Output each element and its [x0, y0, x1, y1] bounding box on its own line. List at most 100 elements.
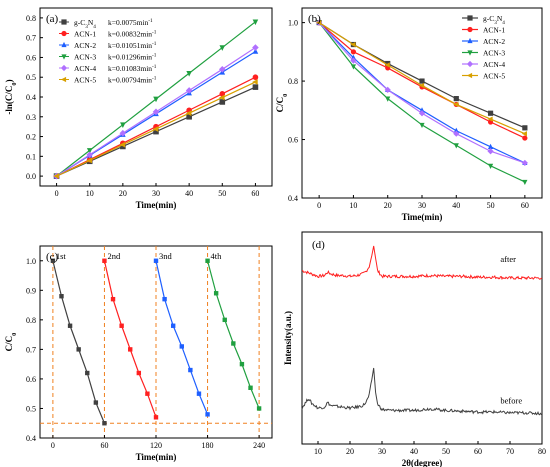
- y-tick-label: 0.1: [26, 152, 36, 161]
- data-point: [76, 347, 81, 352]
- y-tick-label: 0.8: [26, 14, 36, 23]
- legend-marker: [467, 15, 473, 21]
- y-axis-label: C/C0: [275, 94, 289, 113]
- x-tick-label: 40: [452, 201, 460, 210]
- data-point: [102, 258, 107, 263]
- data-point: [185, 87, 193, 94]
- data-point: [522, 125, 528, 131]
- data-point: [384, 86, 391, 93]
- y-axis-label: C/C0: [4, 333, 18, 352]
- data-point: [170, 323, 176, 328]
- x-tick-label: 60: [251, 189, 259, 198]
- pattern-label: before: [500, 396, 522, 406]
- data-point: [152, 126, 159, 132]
- data-point: [102, 421, 107, 426]
- data-point: [521, 131, 527, 137]
- cycle-line: [52, 260, 105, 424]
- legend-k-value: k=0.01083min-1: [108, 64, 157, 73]
- legend-marker: [466, 72, 473, 79]
- cycle-label: 2nd: [107, 251, 121, 261]
- legend-k-value: k=0.00794min-1: [108, 76, 157, 85]
- data-point: [350, 41, 356, 48]
- data-point: [85, 370, 90, 376]
- legend-k-value: k=0.01296min-1: [108, 53, 157, 62]
- data-point: [418, 110, 426, 117]
- legend-entry: ACN-1: [483, 26, 505, 35]
- x-tick-label: 0: [55, 189, 59, 198]
- y-tick-label: 0.7: [26, 34, 36, 43]
- data-point: [213, 291, 219, 296]
- data-point: [487, 110, 494, 116]
- cycle-label: 1st: [56, 251, 67, 261]
- y-tick-label: 0.4: [26, 434, 36, 443]
- data-point: [521, 159, 528, 167]
- data-point: [231, 341, 236, 346]
- panel-label: (d): [312, 239, 325, 251]
- data-point: [188, 367, 193, 373]
- data-point: [385, 96, 391, 102]
- x-axis-label: Time(min): [136, 200, 177, 210]
- data-point: [86, 157, 93, 164]
- y-tick-label: 0.9: [26, 286, 36, 295]
- x-axis-label: Time(min): [136, 452, 177, 462]
- legend-entry: ACN-5: [483, 72, 505, 81]
- x-tick-label: 20: [119, 189, 127, 198]
- data-point: [219, 99, 226, 105]
- x-tick-label: 120: [150, 441, 162, 450]
- cycle-3nd: 3nd: [153, 251, 210, 417]
- y-tick-label: 0.5: [26, 404, 36, 413]
- cycle-1st: 1st: [50, 251, 107, 426]
- series-ACN-4: [316, 19, 528, 167]
- y-axis-label: Intensity(a.u.): [283, 311, 293, 365]
- x-axis-label: 2θ(degree): [402, 458, 443, 467]
- x-tick-label: 40: [410, 447, 418, 456]
- data-point: [93, 400, 99, 405]
- y-tick-label: 0.3: [26, 113, 36, 122]
- data-point: [153, 415, 159, 420]
- series-ACN-3: [53, 19, 259, 180]
- x-tick-label: 20: [346, 447, 354, 456]
- x-tick-label: 50: [442, 447, 450, 456]
- legend-marker: [61, 54, 67, 60]
- legend-entry: g-C3N4: [74, 18, 96, 30]
- data-point: [453, 101, 459, 108]
- data-point: [86, 151, 94, 159]
- legend-entry: ACN-3: [483, 49, 505, 58]
- data-point: [50, 258, 56, 263]
- y-tick-label: 0.2: [26, 133, 36, 142]
- y-tick-label: 0.8: [26, 316, 36, 325]
- x-tick-label: 50: [218, 189, 226, 198]
- legend-entry: ACN-5: [74, 76, 96, 85]
- panel-d: 10 20 30 40 50 60 70 80 after before (d) 2θ(degree)…: [283, 231, 546, 467]
- legend: g-C3N4 k=0.0075min-1 ACN-1 k=0.00832min-1 AC…: [59, 18, 157, 85]
- data-point: [219, 45, 226, 51]
- legend-entry: ACN-4: [483, 60, 505, 69]
- data-point: [419, 122, 425, 129]
- y-tick-label: 0.7: [26, 345, 36, 354]
- legend-marker: [60, 64, 68, 72]
- x-tick-label: 30: [378, 447, 386, 456]
- data-point: [110, 296, 116, 302]
- plot-frame: [301, 231, 543, 445]
- x-tick-label: 10: [314, 447, 322, 456]
- cycle-2nd: 2nd: [102, 251, 159, 420]
- y-tick-label: 1.0: [288, 19, 298, 28]
- data-point: [120, 122, 126, 128]
- legend-entry: ACN-2: [74, 41, 96, 50]
- data-point: [252, 84, 259, 90]
- data-point: [152, 108, 160, 116]
- x-tick-label: 60: [521, 201, 529, 210]
- data-point: [186, 113, 192, 120]
- series-ACN-5: [316, 20, 527, 137]
- y-tick-label: 0.4: [26, 93, 36, 102]
- data-point: [418, 82, 425, 89]
- data-point: [252, 74, 259, 81]
- data-point: [316, 20, 322, 26]
- y-tick-label: 0.8: [288, 77, 298, 86]
- x-tick-label: 40: [185, 189, 193, 198]
- legend-k-value: k=0.01051min-1: [108, 41, 157, 50]
- panel-label: (b): [308, 13, 321, 25]
- x-tick-label: 0: [51, 441, 55, 450]
- cycle-line: [155, 260, 209, 415]
- data-point: [487, 116, 493, 122]
